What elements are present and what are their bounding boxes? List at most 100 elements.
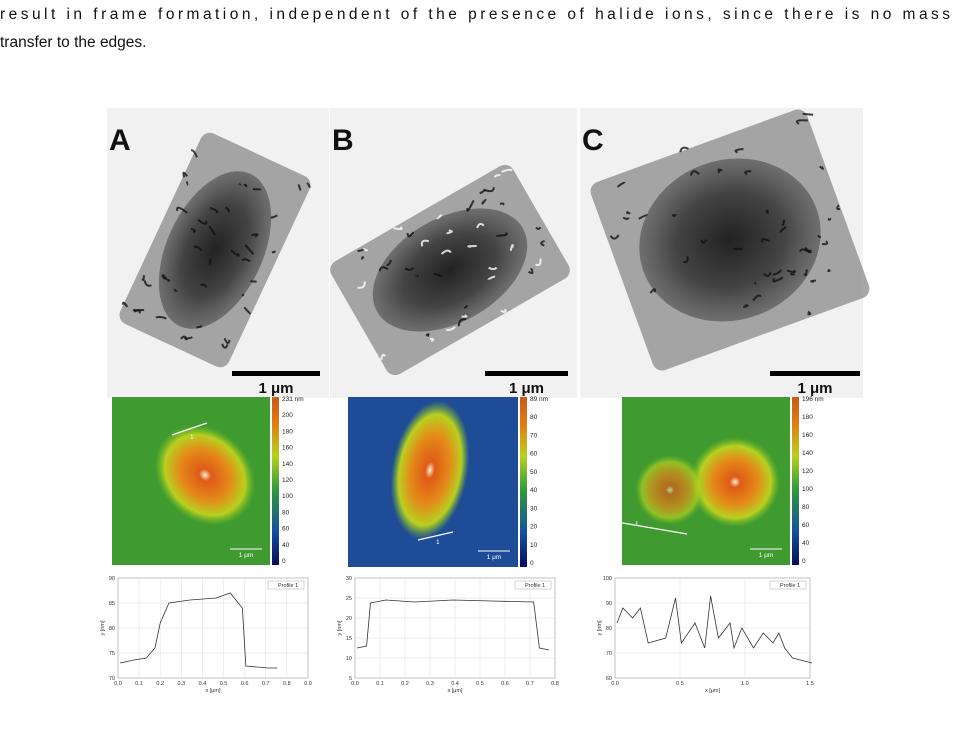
legend-label: Profile 1	[780, 583, 800, 589]
afm-feature	[154, 424, 256, 526]
particle-flake	[445, 326, 456, 331]
particle-flake	[493, 174, 501, 178]
particle-flake	[772, 269, 782, 276]
scale-bar-label: 1 μm	[797, 380, 832, 397]
particle-flake	[527, 267, 534, 275]
particle-flake	[436, 214, 443, 220]
colorbar-label: 120	[282, 477, 293, 484]
x-tick-label: 0.0	[351, 681, 359, 687]
y-axis-label: y [nm]	[100, 620, 106, 635]
particle-flake	[457, 318, 467, 327]
y-tick-label: 100	[603, 576, 612, 582]
y-tick-label: 15	[346, 636, 352, 642]
particle-flake	[461, 314, 468, 318]
colorbar	[792, 397, 799, 565]
colorbar-label: 20	[530, 524, 538, 531]
particle-flake	[534, 258, 542, 267]
particle-flake	[190, 149, 198, 158]
x-tick-label: 0.8	[551, 681, 559, 687]
x-tick-label: 0.2	[156, 681, 164, 687]
panel-label: C	[582, 124, 604, 157]
particle-flake	[616, 181, 626, 188]
profile-line	[356, 599, 550, 651]
x-tick-label: 1.5	[806, 681, 814, 687]
colorbar-label: 60	[802, 522, 810, 529]
particle-flake	[155, 316, 167, 320]
particle-flake	[141, 275, 145, 281]
y-tick-label: 80	[109, 626, 115, 632]
legend-box	[267, 580, 305, 590]
scale-bar	[232, 371, 320, 376]
x-tick-label: 0.4	[451, 681, 459, 687]
particle	[330, 164, 570, 376]
colorbar-label: 40	[282, 542, 290, 549]
particle-flake	[420, 239, 430, 247]
particle-flake	[357, 281, 366, 289]
particle-flake	[700, 239, 708, 244]
x-axis-label: x [μm]	[447, 688, 463, 694]
x-tick-label: 0.2	[401, 681, 409, 687]
particle-flake	[481, 198, 487, 205]
particle-flake	[176, 206, 188, 214]
particle-flake	[744, 170, 752, 176]
x-tick-label: 0.3	[178, 681, 186, 687]
particle-flake	[243, 306, 252, 315]
x-tick-label: 0.5	[676, 681, 684, 687]
particle-flake	[609, 234, 620, 240]
colorbar-label: 0	[282, 558, 286, 565]
x-tick-label: 0.1	[135, 681, 143, 687]
legend-box	[769, 580, 807, 590]
particle-flake	[446, 229, 453, 235]
colorbar-label: 40	[802, 540, 810, 547]
y-tick-label: 25	[346, 596, 352, 602]
particle-flake	[362, 247, 369, 252]
x-tick-label: 0.4	[199, 681, 207, 687]
profile-line	[616, 595, 813, 664]
particle-core	[372, 208, 528, 332]
y-tick-label: 90	[109, 576, 115, 582]
legend-label: Profile 1	[278, 583, 298, 589]
x-axis-label: x [μm]	[705, 688, 721, 694]
panel-label: B	[332, 124, 354, 157]
colorbar-label: 60	[530, 451, 538, 458]
scale-bar-label: 1 μm	[258, 380, 293, 397]
particle-flake	[122, 301, 129, 308]
x-tick-label: 1.0	[741, 681, 749, 687]
colorbar-label: 160	[282, 445, 293, 452]
colorbar-label: 30	[530, 505, 538, 512]
colorbar-label: 200	[282, 412, 293, 419]
x-tick-label: 0.7	[526, 681, 534, 687]
particle-flake	[689, 170, 700, 176]
particle-flake	[679, 146, 689, 153]
particle-flake	[500, 308, 507, 314]
particle-flake	[781, 219, 785, 226]
particle-flake	[509, 244, 514, 251]
particle-flake	[297, 184, 302, 191]
particle-flake	[208, 225, 217, 236]
y-tick-label: 20	[346, 616, 352, 622]
particle-flake	[378, 266, 389, 272]
x-tick-label: 0.6	[501, 681, 509, 687]
particle-flake	[734, 148, 744, 154]
particle-flake	[827, 268, 831, 273]
particle-flake	[243, 183, 248, 188]
profile-line	[119, 592, 278, 669]
particle-flake	[499, 202, 505, 206]
particle-flake	[810, 279, 817, 283]
particle-flake	[802, 112, 814, 116]
particle-flake	[241, 258, 251, 263]
particle-flake	[433, 272, 443, 278]
particle-flake	[197, 218, 208, 225]
colorbar-label: 0	[530, 560, 534, 567]
particle-flake	[208, 258, 212, 265]
colorbar-label: 50	[530, 469, 538, 476]
x-tick-label: 0.1	[376, 681, 384, 687]
particle-flake	[786, 269, 796, 274]
particle-flake	[223, 337, 231, 344]
particle-flake	[466, 199, 475, 212]
y-axis-label: y [nm]	[597, 620, 603, 635]
x-tick-label: 0.8	[283, 681, 291, 687]
paragraph-line: result in frame formation, independent o…	[0, 6, 950, 23]
colorbar	[272, 397, 279, 565]
particle-flake	[803, 269, 808, 277]
